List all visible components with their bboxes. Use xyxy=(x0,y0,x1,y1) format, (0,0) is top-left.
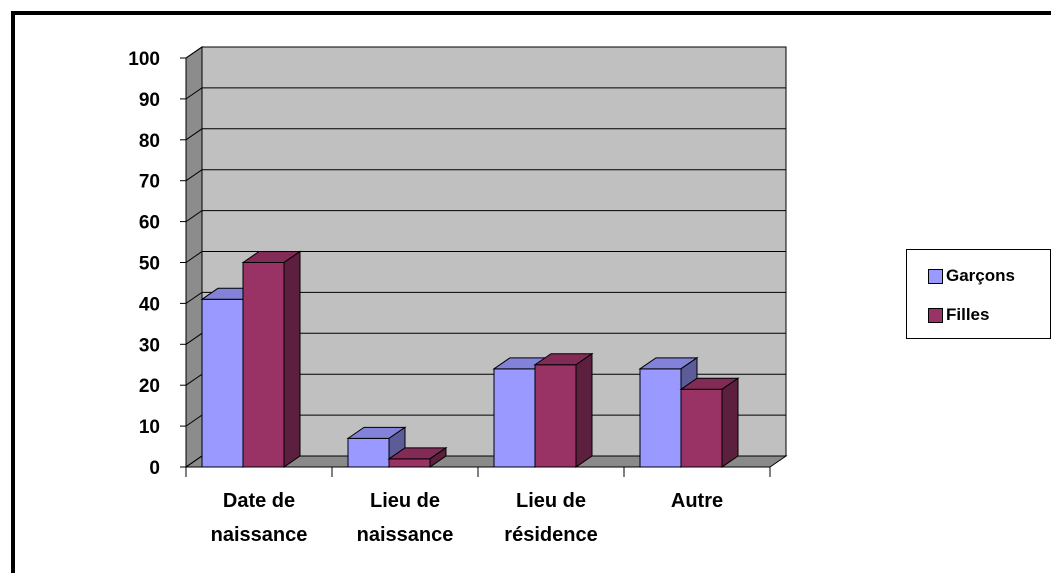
legend-item-filles: Filles xyxy=(928,305,989,325)
bar-front-0-3 xyxy=(639,368,682,468)
legend-swatch-garcons xyxy=(928,268,943,284)
y-tick-label-0: 0 xyxy=(149,458,160,479)
gridline-90 xyxy=(185,87,786,100)
y-tick-label-10: 10 xyxy=(139,417,160,438)
bars xyxy=(200,250,740,468)
x-tick-label-1-1: naissance xyxy=(357,524,454,546)
bar-1-1 xyxy=(387,446,448,468)
y-tick-label-60: 60 xyxy=(139,213,160,234)
bar-side-1-0 xyxy=(283,250,301,468)
gridline-40 xyxy=(185,291,786,304)
bar-0-1 xyxy=(346,426,407,468)
legend-item-garcons: Garçons xyxy=(928,266,1015,286)
y-tick-label-100: 100 xyxy=(128,49,160,70)
y-tick-label-90: 90 xyxy=(139,90,160,111)
x-axis: Date de naissance Lieu de naissance Lieu de r… xyxy=(185,466,771,546)
bar-front-0-1 xyxy=(347,437,390,468)
bar-side-1-1 xyxy=(429,446,447,468)
bar-front-1-3 xyxy=(680,388,723,468)
bar-1-3 xyxy=(679,377,740,468)
gridline-70 xyxy=(185,169,786,182)
y-tick-label-80: 80 xyxy=(139,131,160,152)
x-tick-label-1-0: Lieu de xyxy=(370,490,440,512)
bar-1-0 xyxy=(241,250,302,468)
gridline-60 xyxy=(185,210,786,223)
x-tick-label-3-0: Autre xyxy=(671,490,723,512)
chart-frame xyxy=(11,11,1051,573)
x-tick-label-0-0: Date de xyxy=(223,490,295,512)
legend-label-garcons: Garçons xyxy=(946,266,1015,285)
bar-side-1-2 xyxy=(575,352,593,468)
y-tick-label-30: 30 xyxy=(139,335,160,356)
bar-front-1-1 xyxy=(388,458,431,468)
bar-1-2 xyxy=(533,352,594,468)
y-tick-label-50: 50 xyxy=(139,254,160,275)
bar-side-1-3 xyxy=(721,377,739,468)
gridline-100 xyxy=(185,46,786,59)
legend-swatch-filles xyxy=(928,307,943,323)
bar-front-0-2 xyxy=(493,368,536,468)
y-axis: 0 10 20 30 40 50 60 70 80 90 100 xyxy=(128,49,187,479)
gridline-80 xyxy=(185,128,786,141)
y-tick-label-40: 40 xyxy=(139,294,160,315)
y-tick-label-20: 20 xyxy=(139,376,160,397)
gridline-50 xyxy=(185,251,786,263)
bar-front-1-2 xyxy=(534,364,577,468)
x-tick-label-2-1: résidence xyxy=(504,524,597,546)
y-tick-label-70: 70 xyxy=(139,172,160,193)
x-tick-label-2-0: Lieu de xyxy=(516,490,586,512)
x-tick-label-0-1: naissance xyxy=(211,524,308,546)
legend-label-filles: Filles xyxy=(946,305,990,324)
bar-front-1-0 xyxy=(242,262,285,468)
legend: Garçons Filles xyxy=(906,249,1051,339)
bar-front-0-0 xyxy=(201,298,244,468)
